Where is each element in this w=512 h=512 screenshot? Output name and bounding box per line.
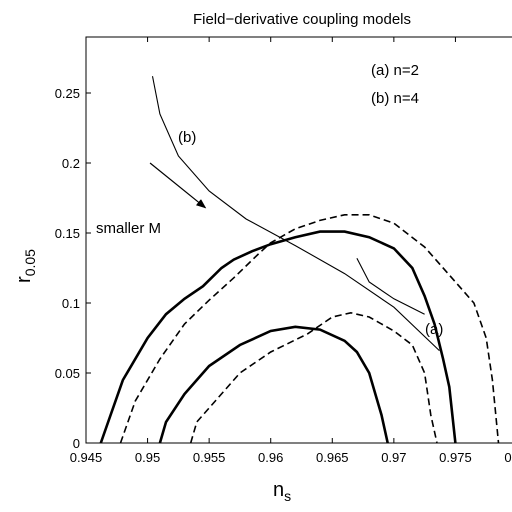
plot-frame <box>85 36 512 444</box>
x-tick-label: 0.97 <box>381 450 406 465</box>
y-tick-label: 0.1 <box>62 296 80 311</box>
contour-layer <box>99 214 500 444</box>
contour-2 <box>158 325 389 444</box>
y-axis-title-sub: 0.05 <box>22 249 38 276</box>
contour-3 <box>119 214 500 444</box>
x-tick-label: 0.96 <box>258 450 283 465</box>
curve-b-label: (b) <box>178 129 196 146</box>
x-tick-label: 0.965 <box>316 450 349 465</box>
x-tick-label: 0.98 <box>504 450 512 465</box>
series-layer <box>151 76 440 351</box>
model-curve-a <box>356 257 425 315</box>
y-tick-label: 0.25 <box>55 86 80 101</box>
y-axis-title-main: r <box>13 276 35 283</box>
contour-4 <box>189 311 438 444</box>
smaller-m-label: smaller M <box>96 220 161 237</box>
model-curve-b <box>151 76 440 351</box>
x-tick-label: 0.95 <box>135 450 160 465</box>
legend-entry-a: (a) n=2 <box>371 62 419 79</box>
x-axis-title-sub: s <box>284 488 291 504</box>
x-axis-title-main: n <box>273 479 284 501</box>
contour-1 <box>99 230 457 444</box>
tick-layer: 0.945 0.95 0.955 0.96 0.965 0.97 0.975 0.98 0 0.0… <box>55 37 512 465</box>
chart-title: Field−derivative coupling models <box>193 11 411 28</box>
y-tick-label: 0.05 <box>55 366 80 381</box>
y-tick-label: 0 <box>73 436 80 451</box>
x-axis-title: ns <box>273 479 291 504</box>
x-tick-label: 0.945 <box>70 450 103 465</box>
curve-a-label: (a) <box>425 321 443 338</box>
y-tick-label: 0.15 <box>55 226 80 241</box>
y-axis-title: r0.05 <box>13 249 38 283</box>
legend-entry-b: (b) n=4 <box>371 90 419 107</box>
y-tick-label: 0.2 <box>62 156 80 171</box>
smaller-m-arrow <box>149 162 207 209</box>
x-tick-label: 0.975 <box>439 450 472 465</box>
x-tick-label: 0.955 <box>193 450 226 465</box>
